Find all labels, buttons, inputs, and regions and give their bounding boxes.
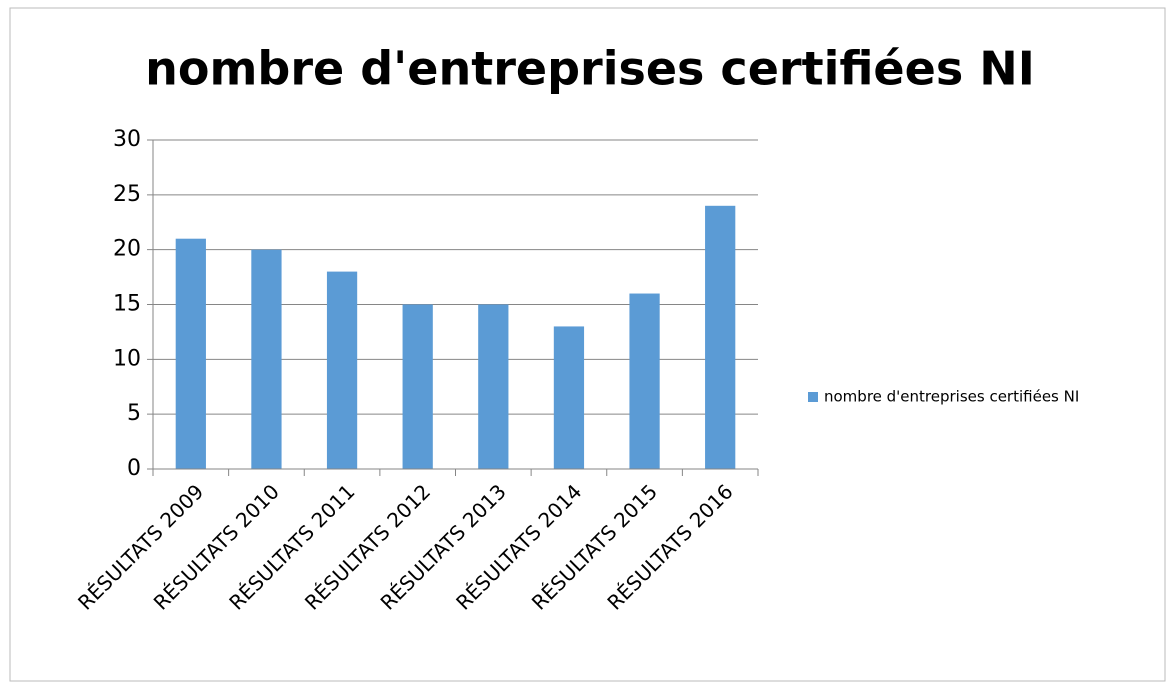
bar xyxy=(326,271,358,469)
bar xyxy=(629,293,660,469)
bar xyxy=(478,304,509,469)
legend-swatch xyxy=(808,392,818,402)
y-tick-label: 15 xyxy=(113,292,141,317)
y-tick-label: 20 xyxy=(113,237,141,262)
legend-label: nombre d'entreprises certifiées NI xyxy=(824,388,1079,406)
bar xyxy=(705,205,736,470)
y-tick-label: 25 xyxy=(113,182,141,207)
y-tick-label: 30 xyxy=(113,127,141,152)
bar xyxy=(402,304,433,469)
bar xyxy=(251,249,282,469)
bar xyxy=(175,238,206,469)
y-tick-label: 0 xyxy=(127,456,141,481)
bar xyxy=(553,326,585,469)
y-tick-label: 5 xyxy=(127,401,141,426)
chart-title: nombre d'entreprises certifiées NI xyxy=(145,42,1035,96)
y-tick-label: 10 xyxy=(113,346,141,371)
